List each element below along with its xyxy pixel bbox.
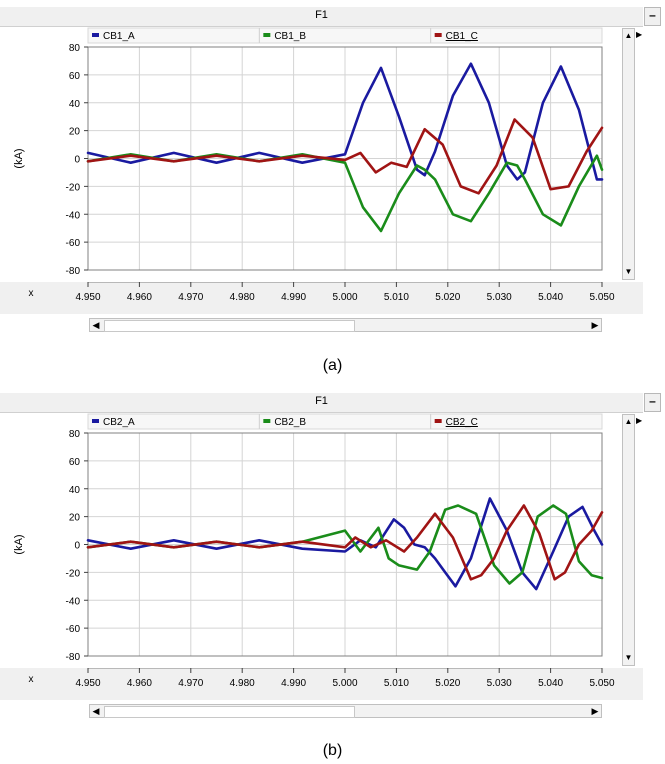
- x-tick-label: 5.050: [589, 678, 614, 689]
- legend-swatch: [92, 33, 99, 37]
- series-line-cb2-c: [86, 504, 604, 581]
- scrollbar-thumb[interactable]: [104, 706, 355, 718]
- minimize-button[interactable]: –: [644, 393, 661, 412]
- legend: CB2_A CB2_B CB2_C: [87, 413, 603, 430]
- y-tick-label: -20: [66, 182, 81, 193]
- y-tick-label: 0: [74, 541, 80, 552]
- scroll-left-icon[interactable]: ◀: [92, 706, 100, 716]
- scrollbar-thumb[interactable]: [104, 320, 355, 332]
- legend-swatch: [434, 33, 442, 37]
- y-tick-label: 20: [69, 127, 81, 138]
- x-tick-label: 5.010: [384, 292, 409, 303]
- scroll-right-icon[interactable]: ▶: [591, 320, 599, 330]
- line-chart: CB1_A CB1_B CB1_C 80 60 40 20 0 -20 -40 -60 -80 (kA): [13, 27, 604, 277]
- legend: CB1_A CB1_B CB1_C: [87, 27, 603, 44]
- scroll-left-icon[interactable]: ◀: [92, 320, 100, 330]
- x-tick-label: 5.030: [487, 292, 512, 303]
- legend-background: [87, 413, 603, 430]
- y-tick-label: -20: [66, 568, 81, 579]
- x-tick-label: 5.020: [435, 678, 460, 689]
- scroll-up-icon[interactable]: ▲: [624, 31, 633, 40]
- line-chart: CB2_A CB2_B CB2_C 80 60 40 20 0 -20 -40 -60 -80 (kA): [13, 413, 604, 663]
- y-tick-label: -80: [66, 266, 81, 277]
- scroll-down-icon[interactable]: ▼: [624, 653, 633, 662]
- x-tick-label: 5.020: [435, 292, 460, 303]
- x-tick-label: 5.000: [332, 292, 357, 303]
- y-tick-label: -40: [66, 596, 81, 607]
- expand-right-icon[interactable]: ▶: [636, 416, 643, 425]
- legend-label: CB1_C: [446, 31, 478, 42]
- scroll-right-icon[interactable]: ▶: [591, 706, 599, 716]
- x-tick-label: 5.030: [487, 678, 512, 689]
- series-line-cb1-c: [86, 118, 604, 195]
- y-tick-label: 60: [69, 457, 81, 468]
- x-axis-row: 4.950 4.960 4.970 4.980 4.990 5.000 5.010 5.020…: [0, 667, 643, 700]
- window-title: F1: [315, 395, 328, 407]
- x-tick-label: 4.980: [230, 678, 255, 689]
- vertical-scrollbar[interactable]: ▲ ▼: [622, 414, 635, 666]
- legend-swatch: [434, 419, 442, 423]
- y-tick-label: -80: [66, 652, 81, 663]
- y-axis-label: (kA): [13, 148, 25, 168]
- legend-swatch: [92, 419, 99, 423]
- x-tick-label: 4.950: [75, 292, 100, 303]
- grid: [87, 432, 603, 657]
- x-tick-label: 4.960: [127, 292, 152, 303]
- horizontal-scrollbar[interactable]: ◀ ▶: [89, 318, 602, 332]
- y-tick-label: -40: [66, 210, 81, 221]
- y-axis-label: (kA): [13, 534, 25, 554]
- x-tick-label: 4.960: [127, 678, 152, 689]
- vertical-scrollbar[interactable]: ▲ ▼: [622, 28, 635, 280]
- chart-panel-b: F1 – CB2_A CB2_B CB2_C 80 60 40 20 0 -20 -40 -60 -8…: [0, 386, 665, 718]
- y-tick-label: -60: [66, 238, 81, 249]
- horizontal-scrollbar[interactable]: ◀ ▶: [89, 704, 602, 718]
- x-tick-label: 4.950: [75, 678, 100, 689]
- legend-label: CB2_B: [274, 417, 306, 428]
- x-tick-label: 4.970: [178, 292, 203, 303]
- x-axis: 4.950 4.960 4.970 4.980 4.990 5.000 5.010 5.020…: [29, 667, 615, 689]
- legend-label: CB2_A: [103, 417, 135, 428]
- legend-label: CB1_B: [274, 31, 306, 42]
- legend-label: CB1_A: [103, 31, 135, 42]
- plot-area: CB2_A CB2_B CB2_C 80 60 40 20 0 -20 -40 -60 -80 (kA): [0, 413, 643, 668]
- y-tick-label: 0: [74, 155, 80, 166]
- y-tick-label: 60: [69, 71, 81, 82]
- x-axis-label: x: [29, 288, 34, 299]
- expand-right-icon[interactable]: ▶: [636, 30, 643, 39]
- scroll-down-icon[interactable]: ▼: [624, 267, 633, 276]
- x-tick-label: 4.970: [178, 678, 203, 689]
- series-line-cb1-a: [86, 62, 604, 181]
- window-title: F1: [315, 9, 328, 21]
- legend-background: [87, 27, 603, 44]
- legend-label: CB2_C: [446, 417, 478, 428]
- y-tick-label: 40: [69, 99, 81, 110]
- y-tick-label: 80: [69, 43, 81, 54]
- x-tick-label: 4.990: [281, 678, 306, 689]
- figure-caption-b: (b): [322, 742, 343, 759]
- x-tick-label: 4.990: [281, 292, 306, 303]
- x-tick-label: 5.050: [589, 292, 614, 303]
- x-tick-label: 4.980: [230, 292, 255, 303]
- y-tick-label: -60: [66, 624, 81, 635]
- figure-caption-a: (a): [322, 357, 343, 374]
- x-tick-label: 5.010: [384, 678, 409, 689]
- x-axis-row: 4.950 4.960 4.970 4.980 4.990 5.000 5.010 5.020…: [0, 281, 643, 314]
- window-title-bar: F1: [0, 7, 643, 27]
- x-axis: 4.950 4.960 4.970 4.980 4.990 5.000 5.010 5.020…: [29, 281, 615, 303]
- x-tick-label: 5.040: [538, 292, 563, 303]
- y-tick-label: 80: [69, 429, 81, 440]
- legend-swatch: [263, 33, 271, 37]
- scroll-up-icon[interactable]: ▲: [624, 417, 633, 426]
- y-tick-label: 40: [69, 485, 81, 496]
- legend-swatch: [263, 419, 271, 423]
- plot-area: CB1_A CB1_B CB1_C 80 60 40 20 0 -20 -40 -60 -80 (kA): [0, 27, 643, 282]
- x-tick-label: 5.000: [332, 678, 357, 689]
- y-tick-label: 20: [69, 513, 81, 524]
- x-tick-label: 5.040: [538, 678, 563, 689]
- minimize-button[interactable]: –: [644, 7, 661, 26]
- window-title-bar: F1: [0, 393, 643, 413]
- x-axis-label: x: [29, 674, 34, 685]
- chart-panel-a: F1 – CB1_A CB1_B CB1_C 80 60 40 20 0 -20 -40 -60 -8…: [0, 0, 665, 332]
